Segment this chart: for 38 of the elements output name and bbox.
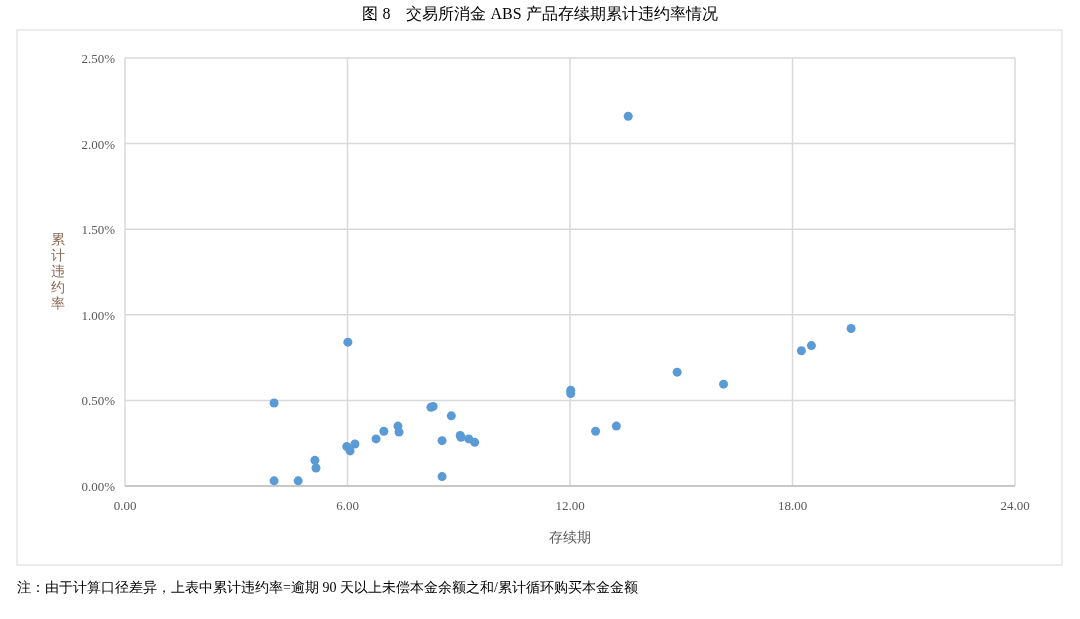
- chart-title: 图 8 交易所消金 ABS 产品存续期累计违约率情况: [362, 5, 718, 22]
- point: [623, 111, 633, 121]
- point: [437, 436, 447, 446]
- point: [310, 455, 320, 465]
- text: 注：由于计算口径差异，上表中累计违约率=逾期 90 天以上未偿本金余额之和/累计循环购买本金金额: [17, 580, 638, 595]
- point: [796, 346, 806, 356]
- point: [719, 379, 729, 389]
- y-tick-label: 2.50%: [81, 51, 116, 66]
- y-tick-label: 0.50%: [81, 393, 116, 409]
- x-tick-label: 12.00: [555, 498, 585, 513]
- point: [591, 426, 601, 436]
- point: [269, 398, 279, 408]
- point: [343, 337, 353, 347]
- point: [846, 324, 856, 333]
- x-tick-label: 0.00: [113, 498, 137, 513]
- point: [611, 421, 621, 431]
- y-tick-label: 1.50%: [81, 222, 116, 238]
- x-tick-label: 6.00: [336, 498, 359, 513]
- x-tick-label: 24.00: [1000, 498, 1030, 513]
- point: [293, 476, 303, 486]
- y-tick-label: 0.00%: [81, 479, 116, 494]
- point: [371, 434, 381, 444]
- y-axis-title: 累计违约率: [51, 232, 65, 311]
- point: [311, 463, 321, 473]
- point: [446, 411, 456, 421]
- point: [269, 476, 279, 486]
- y-tick-label: 1.00%: [81, 307, 116, 323]
- x-axis-title: 存续期: [549, 530, 591, 545]
- point: [806, 341, 816, 351]
- x-tick-label: 18.00: [777, 498, 808, 513]
- point: [394, 427, 404, 437]
- point: [470, 437, 480, 447]
- y-tick-label: 2.00%: [81, 136, 116, 152]
- point: [350, 439, 360, 449]
- point: [379, 426, 389, 436]
- point: [437, 472, 447, 482]
- point: [672, 367, 682, 377]
- point: [345, 446, 355, 456]
